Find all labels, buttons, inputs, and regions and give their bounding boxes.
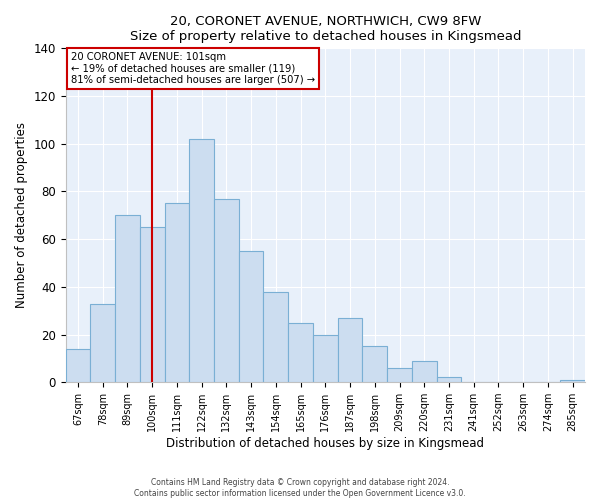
Bar <box>288 322 313 382</box>
Bar <box>412 361 437 382</box>
Bar <box>560 380 585 382</box>
Bar <box>263 292 288 382</box>
Bar <box>313 334 338 382</box>
Bar <box>190 139 214 382</box>
Text: 20 CORONET AVENUE: 101sqm
← 19% of detached houses are smaller (119)
81% of semi: 20 CORONET AVENUE: 101sqm ← 19% of detac… <box>71 52 315 85</box>
Bar <box>239 251 263 382</box>
Bar <box>91 304 115 382</box>
Y-axis label: Number of detached properties: Number of detached properties <box>15 122 28 308</box>
Bar <box>214 198 239 382</box>
Text: Contains HM Land Registry data © Crown copyright and database right 2024.
Contai: Contains HM Land Registry data © Crown c… <box>134 478 466 498</box>
Bar <box>164 204 190 382</box>
Bar <box>115 216 140 382</box>
Bar <box>65 349 91 382</box>
Bar <box>338 318 362 382</box>
Bar <box>437 378 461 382</box>
Title: 20, CORONET AVENUE, NORTHWICH, CW9 8FW
Size of property relative to detached hou: 20, CORONET AVENUE, NORTHWICH, CW9 8FW S… <box>130 15 521 43</box>
X-axis label: Distribution of detached houses by size in Kingsmead: Distribution of detached houses by size … <box>166 437 484 450</box>
Bar <box>362 346 387 382</box>
Bar <box>387 368 412 382</box>
Bar <box>140 227 164 382</box>
